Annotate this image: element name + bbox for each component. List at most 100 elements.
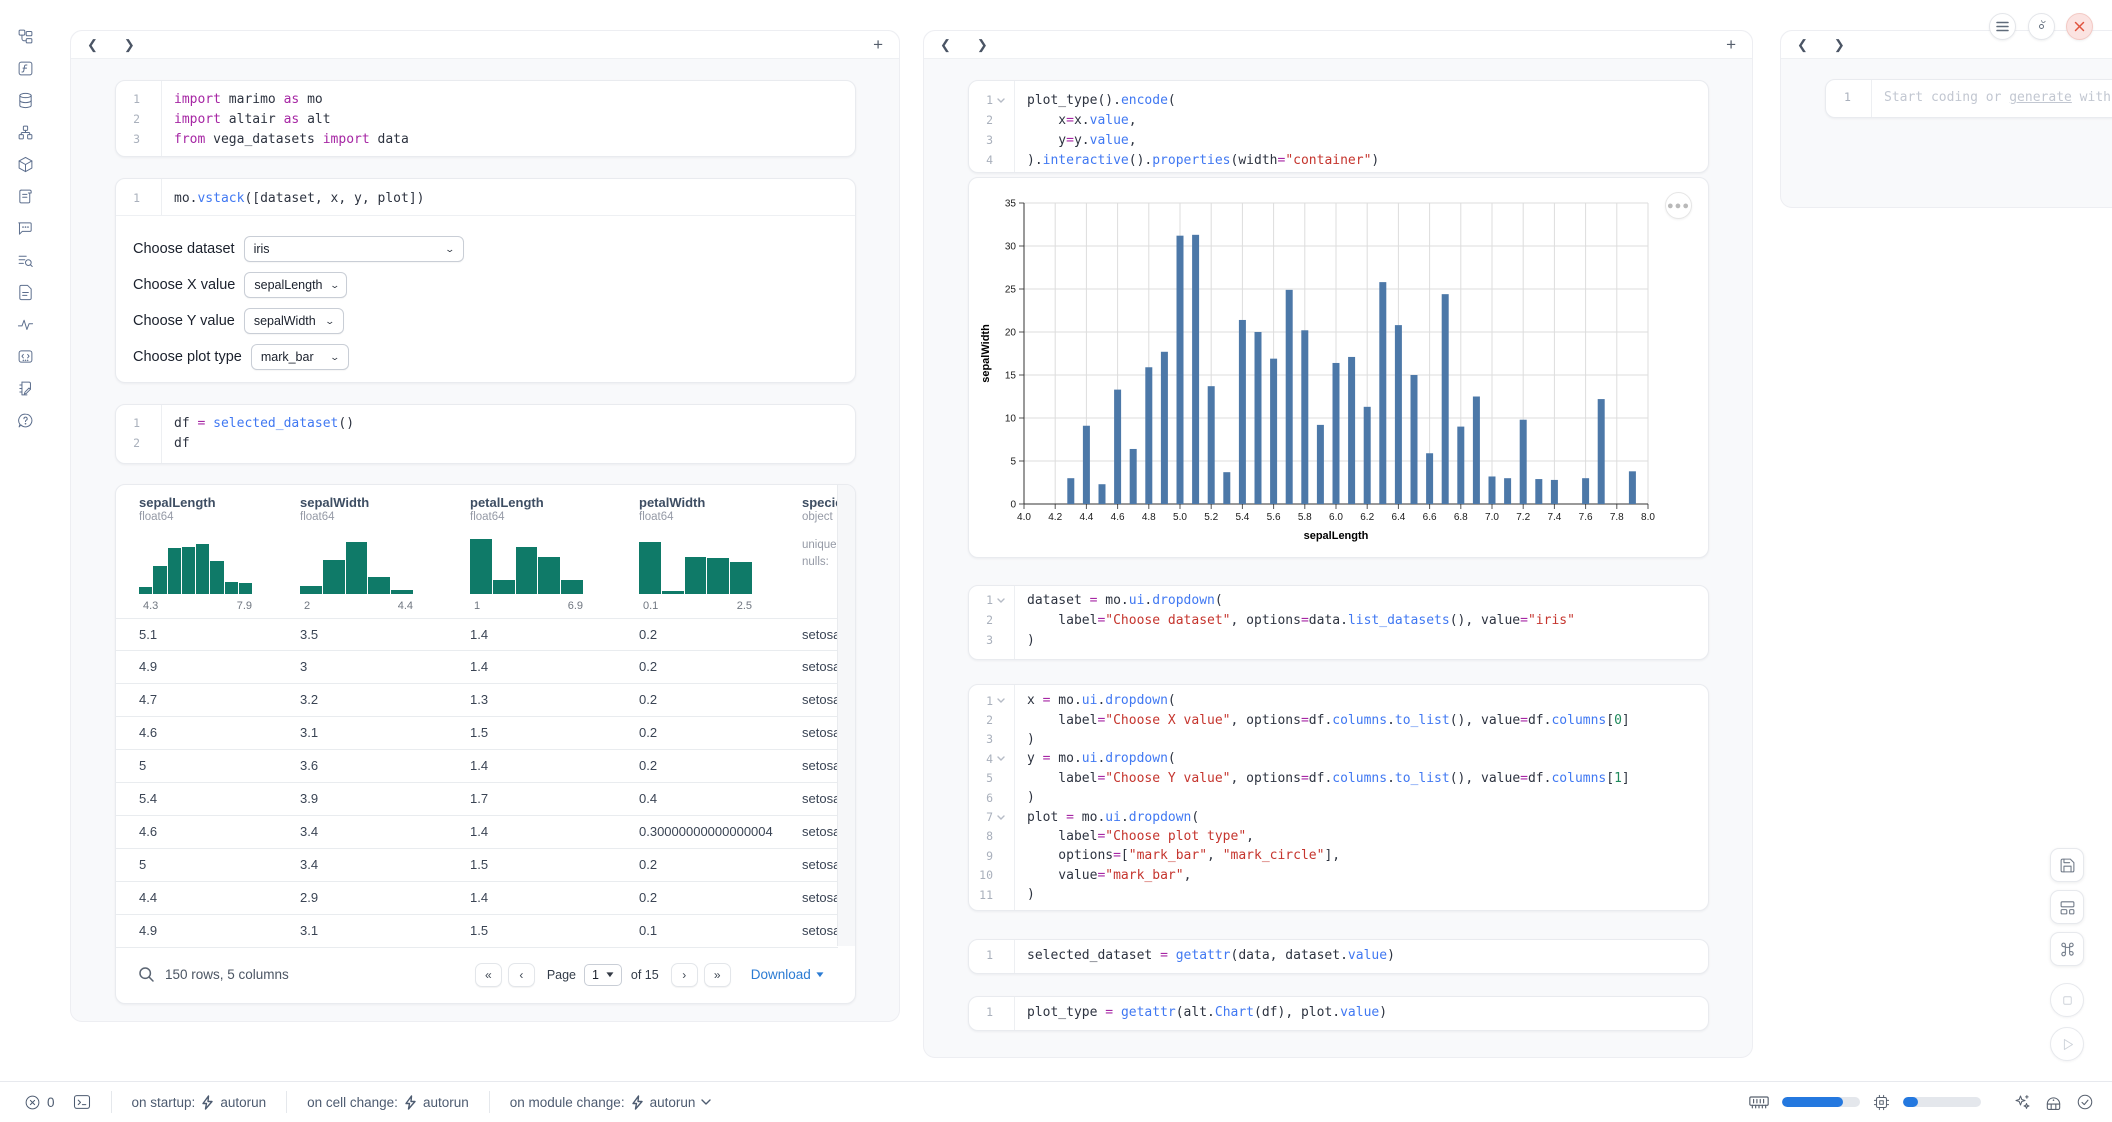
- bar[interactable]: [1348, 357, 1355, 504]
- column-histogram[interactable]: [639, 539, 752, 594]
- bar[interactable]: [1145, 367, 1152, 504]
- column-right-icon[interactable]: ❯: [124, 38, 135, 51]
- bar[interactable]: [1270, 359, 1277, 504]
- column-right-icon[interactable]: ❯: [1834, 38, 1845, 51]
- fold-chevron-icon[interactable]: [993, 756, 1009, 761]
- cell-plot-type[interactable]: 1plot_type = getattr(alt.Chart(df), plot…: [968, 996, 1709, 1031]
- save-button[interactable]: [2050, 848, 2084, 882]
- datasources-icon[interactable]: [14, 92, 36, 109]
- bar[interactable]: [1411, 375, 1418, 504]
- code-editor[interactable]: selected_dataset = getattr(data, dataset…: [1016, 940, 1708, 973]
- bar[interactable]: [1239, 320, 1246, 504]
- add-cell-icon[interactable]: +: [873, 36, 883, 53]
- choose-x-value-select[interactable]: sepalLength⌄: [244, 272, 347, 298]
- table-row[interactable]: 4.63.41.40.30000000000000004setosa: [116, 816, 838, 849]
- bar[interactable]: [1177, 236, 1184, 504]
- choose-dataset-select[interactable]: iris⌄: [244, 236, 464, 262]
- page-select[interactable]: 1 ▼: [584, 964, 622, 986]
- on-cell-change-setting[interactable]: on cell change:autorun: [307, 1095, 469, 1110]
- table-row[interactable]: 4.931.40.2setosa: [116, 651, 838, 684]
- column-header[interactable]: sepalLength: [139, 495, 216, 510]
- bar[interactable]: [1130, 449, 1137, 504]
- error-count-badge[interactable]: 0: [24, 1094, 55, 1111]
- table-row[interactable]: 53.61.40.2setosa: [116, 750, 838, 783]
- column-histogram[interactable]: [470, 539, 583, 594]
- code-editor[interactable]: import marimo as moimport altair as altf…: [163, 81, 855, 156]
- shutdown-button[interactable]: [2066, 13, 2093, 40]
- bar[interactable]: [1426, 453, 1433, 504]
- altair-bar-chart[interactable]: 4.04.24.44.64.85.05.25.45.65.86.06.26.46…: [969, 178, 1708, 557]
- fold-chevron-icon[interactable]: [993, 698, 1009, 703]
- generate-link[interactable]: generate: [2009, 90, 2072, 105]
- column-left-icon[interactable]: ❮: [1797, 38, 1808, 51]
- fold-chevron-icon[interactable]: [993, 598, 1009, 603]
- code-editor[interactable]: mo.vstack([dataset, x, y, plot]): [163, 179, 855, 215]
- code-editor[interactable]: dataset = mo.ui.dropdown( label="Choose …: [1016, 586, 1708, 659]
- table-scrollbar-track[interactable]: [837, 485, 855, 946]
- bar[interactable]: [1551, 480, 1558, 504]
- bar[interactable]: [1379, 282, 1386, 504]
- terminal-button[interactable]: [73, 1094, 91, 1110]
- column-header[interactable]: sepalWidth: [300, 495, 369, 510]
- cell-plot[interactable]: 1234plot_type().encode( x=x.value, y=y.v…: [968, 80, 1709, 173]
- cell-imports[interactable]: 123import marimo as moimport altair as a…: [115, 80, 856, 157]
- cell-selected-dataset[interactable]: 1selected_dataset = getattr(data, datase…: [968, 939, 1709, 974]
- bar[interactable]: [1317, 425, 1324, 504]
- bar[interactable]: [1286, 290, 1293, 504]
- bar[interactable]: [1598, 399, 1605, 504]
- vstack-code[interactable]: 1mo.vstack([dataset, x, y, plot]): [116, 179, 855, 216]
- assistant-button[interactable]: [2044, 1094, 2063, 1111]
- stop-button[interactable]: [2050, 983, 2084, 1017]
- table-row[interactable]: 5.13.51.40.2setosa: [116, 618, 838, 651]
- bar[interactable]: [1504, 478, 1511, 504]
- fold-chevron-icon[interactable]: [993, 98, 1009, 103]
- ai-sparkle-button[interactable]: [2013, 1093, 2031, 1111]
- column-histogram[interactable]: [300, 539, 413, 594]
- menu-button[interactable]: [1989, 13, 2016, 40]
- on-module-change-setting[interactable]: on module change:autorun: [510, 1095, 712, 1110]
- bar[interactable]: [1301, 330, 1308, 504]
- download-button[interactable]: Download ▼: [751, 967, 824, 982]
- cell-dataset-dropdown[interactable]: 123dataset = mo.ui.dropdown( label="Choo…: [968, 585, 1709, 660]
- bar[interactable]: [1208, 386, 1215, 504]
- fold-chevron-icon[interactable]: [993, 815, 1009, 820]
- table-row[interactable]: 4.93.11.50.1setosa: [116, 915, 838, 948]
- table-row[interactable]: 4.73.21.30.2setosa: [116, 684, 838, 717]
- bar[interactable]: [1629, 471, 1636, 504]
- bar[interactable]: [1364, 407, 1371, 504]
- help-icon[interactable]: [14, 412, 36, 429]
- add-cell-icon[interactable]: +: [1726, 36, 1736, 53]
- run-all-button[interactable]: [2050, 1027, 2084, 1061]
- packages-icon[interactable]: [14, 156, 36, 173]
- column-histogram[interactable]: [139, 539, 252, 594]
- bar[interactable]: [1395, 325, 1402, 504]
- bar[interactable]: [1223, 472, 1230, 504]
- layout-button[interactable]: [2050, 890, 2084, 924]
- connection-status-button[interactable]: [2076, 1093, 2094, 1111]
- on-startup-setting[interactable]: on startup:autorun: [132, 1095, 267, 1110]
- bar[interactable]: [1473, 397, 1480, 505]
- cell-df[interactable]: 12df = selected_dataset()df: [115, 404, 856, 464]
- prev-page-button[interactable]: ‹: [508, 963, 535, 987]
- bar[interactable]: [1333, 363, 1340, 504]
- choose-plot-type-select[interactable]: mark_bar⌄: [251, 344, 349, 370]
- column-header[interactable]: petalWidth: [639, 495, 705, 510]
- bar[interactable]: [1582, 478, 1589, 504]
- column-left-icon[interactable]: ❮: [940, 38, 951, 51]
- settings-button[interactable]: [2028, 13, 2055, 40]
- bar[interactable]: [1457, 427, 1464, 504]
- bar[interactable]: [1114, 390, 1121, 504]
- table-row[interactable]: 5.43.91.70.4setosa: [116, 783, 838, 816]
- choose-y-value-select[interactable]: sepalWidth⌄: [244, 308, 344, 334]
- code-editor[interactable]: plot_type().encode( x=x.value, y=y.value…: [1016, 81, 1708, 172]
- last-page-button[interactable]: »: [704, 963, 731, 987]
- table-row[interactable]: 4.42.91.40.2setosa: [116, 882, 838, 915]
- bar[interactable]: [1161, 352, 1168, 504]
- bar[interactable]: [1192, 235, 1199, 504]
- cell-vstack[interactable]: 1mo.vstack([dataset, x, y, plot]) Choose…: [115, 178, 856, 383]
- first-page-button[interactable]: «: [475, 963, 502, 987]
- bar[interactable]: [1442, 294, 1449, 504]
- bar[interactable]: [1489, 476, 1496, 504]
- keyboard-shortcuts-button[interactable]: [2050, 932, 2084, 966]
- column-header[interactable]: species: [802, 495, 838, 510]
